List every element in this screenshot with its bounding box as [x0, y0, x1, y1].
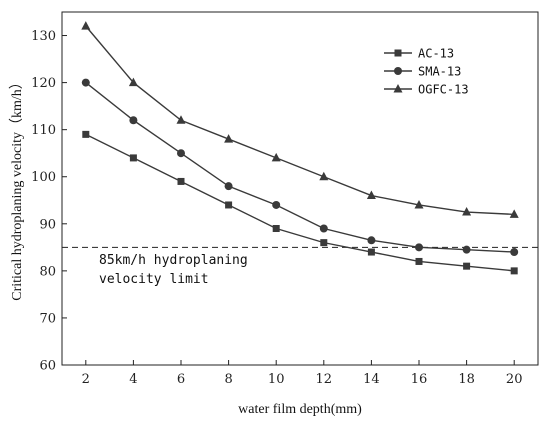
series-sma-13 — [81, 78, 519, 257]
data-point — [82, 130, 90, 138]
data-point — [462, 245, 471, 254]
data-point — [129, 116, 138, 125]
series-line-ac-13 — [85, 133, 515, 272]
data-point — [415, 243, 423, 252]
y-tick-label: 90 — [39, 217, 56, 232]
data-point — [367, 236, 376, 245]
data-point — [366, 190, 376, 200]
x-tick-label: 12 — [316, 372, 333, 387]
legend-label: AC-13 — [418, 47, 454, 61]
data-point — [81, 78, 90, 87]
data-point — [510, 267, 518, 275]
series-group — [81, 21, 519, 275]
x-tick-label: 18 — [458, 372, 475, 387]
data-point — [177, 177, 185, 185]
data-point — [272, 200, 281, 209]
legend-marker — [393, 84, 403, 93]
y-tick-label: 100 — [31, 170, 56, 185]
data-point — [510, 248, 519, 257]
legend-item-sma-13: SMA-13 — [384, 65, 461, 79]
y-tick-label: 110 — [31, 123, 56, 138]
series-line-ogfc-13 — [85, 25, 515, 216]
data-point — [128, 77, 138, 87]
data-point — [462, 207, 472, 216]
x-axis-title: water film depth(mm) — [238, 402, 362, 417]
series-line-sma-13 — [85, 82, 515, 253]
y-tick-label: 120 — [31, 76, 56, 91]
data-point — [224, 134, 234, 143]
x-tick-label: 10 — [268, 372, 285, 387]
data-point — [176, 115, 186, 124]
y-tick-label: 80 — [39, 264, 56, 279]
data-point — [415, 257, 423, 265]
x-tick-label: 8 — [224, 372, 232, 387]
series-ac-13 — [82, 130, 518, 275]
legend-item-ogfc-13: OGFC-13 — [384, 83, 469, 97]
data-point — [177, 149, 185, 158]
x-tick-label: 2 — [82, 372, 90, 387]
ticks: 2 4 6 8 10 12 14 16 18 20 60 70 80 90 100 110 120 130 — [31, 29, 522, 387]
x-tick-label: 16 — [411, 372, 428, 387]
legend-label: SMA-13 — [418, 65, 461, 79]
data-point — [271, 152, 281, 162]
data-point — [367, 248, 375, 256]
x-tick-label: 6 — [177, 372, 185, 387]
y-tick-label: 60 — [39, 359, 56, 374]
legend-item-ac-13: AC-13 — [384, 47, 454, 61]
legend: AC-13 SMA-13 OGFC-13 — [384, 47, 469, 97]
reference-label-line2: velocity limit — [99, 272, 209, 287]
data-point — [272, 225, 280, 233]
data-point — [224, 182, 233, 191]
data-point — [319, 171, 329, 181]
data-point — [225, 201, 233, 209]
x-tick-label: 14 — [363, 372, 380, 387]
y-axis-title: Critical hydroplaning velocity（km/h） — [9, 75, 25, 301]
data-point — [463, 262, 471, 270]
x-tick-label: 20 — [506, 372, 523, 387]
data-point — [414, 199, 424, 209]
data-point — [81, 21, 91, 30]
data-point — [319, 224, 328, 233]
reference-label-line1: 85km/h hydroplaning — [99, 253, 248, 268]
data-point — [320, 239, 328, 247]
legend-marker — [394, 67, 402, 75]
data-point — [509, 209, 519, 218]
x-tick-label: 4 — [129, 372, 137, 387]
plot-frame — [61, 11, 539, 366]
y-tick-label: 70 — [39, 311, 56, 326]
y-tick-label: 130 — [31, 29, 56, 44]
data-point — [129, 154, 137, 162]
series-ogfc-13 — [81, 21, 519, 218]
legend-marker — [394, 49, 402, 57]
legend-label: OGFC-13 — [418, 83, 469, 97]
